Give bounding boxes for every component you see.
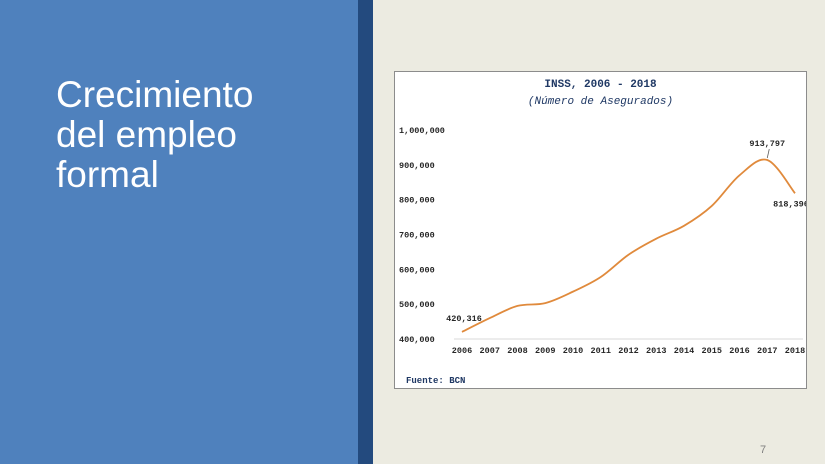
slide-title-line-1: Crecimiento [56,73,254,115]
x-tick-label: 2014 [674,346,694,356]
chart-title: INSS, 2006 - 2018 [544,79,657,91]
x-tick-label: 2007 [480,346,500,356]
y-tick-label: 500,000 [399,300,435,310]
x-tick-label: 2008 [507,346,527,356]
x-tick-label: 2017 [757,346,777,356]
y-tick-label: 800,000 [399,196,435,206]
x-axis-labels: 2006 2007 2008 2009 2010 2011 2012 2013 2014 2015… [452,346,805,356]
data-labels: 420,316 913,797 818,396 [446,139,806,324]
x-tick-label: 2015 [702,346,722,356]
x-tick-label: 2011 [591,346,611,356]
y-tick-label: 900,000 [399,161,435,171]
y-tick-label: 1,000,000 [399,126,445,136]
y-tick-label: 400,000 [399,335,435,345]
y-axis-labels: 400,000 500,000 600,000 700,000 800,000 900,0… [399,126,445,345]
x-tick-label: 2006 [452,346,472,356]
slide-title-line-3: formal [56,153,159,195]
x-tick-label: 2018 [785,346,805,356]
x-tick-label: 2016 [729,346,749,356]
series-line [461,158,796,333]
chart-subtitle: (Número de Asegurados) [527,96,674,108]
x-tick-label: 2013 [646,346,666,356]
data-label-leader [766,148,770,159]
left-panel [0,0,358,464]
x-tick-label: 2009 [535,346,555,356]
x-tick-label: 2012 [618,346,638,356]
line-chart: 400,000 500,000 600,000 700,000 800,000 900,0… [399,126,806,356]
x-tick-label: 2010 [563,346,583,356]
data-label: 420,316 [446,314,482,324]
page-number: 7 [760,444,767,456]
slide-title: Crecimiento del empleo formal [56,73,346,195]
data-label: 818,396 [773,199,806,209]
y-tick-label: 700,000 [399,231,435,241]
divider-bar [358,0,373,464]
data-label: 913,797 [749,139,785,149]
chart-container: INSS, 2006 - 2018 (Número de Asegurados)… [394,71,807,389]
slide-title-line-2: del empleo [56,113,238,155]
y-tick-label: 600,000 [399,265,435,275]
chart-source: Fuente: BCN [406,376,466,386]
